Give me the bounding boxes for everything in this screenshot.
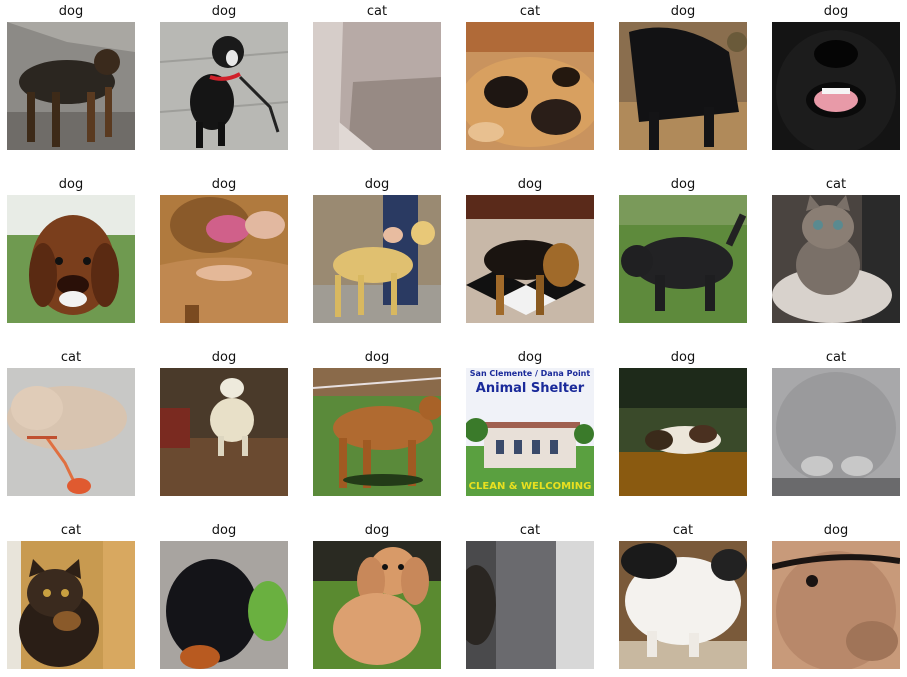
grid-cell-20: dog xyxy=(160,519,288,677)
grid-cell-10: dog xyxy=(466,173,594,331)
grid-cell-15: dog xyxy=(313,346,441,504)
grid-cell-13: cat xyxy=(7,346,135,504)
grid-cell-5: dog xyxy=(619,0,747,158)
image-label: cat xyxy=(825,177,847,192)
white-cat-body-photo xyxy=(619,541,747,669)
image-label: cat xyxy=(825,350,847,365)
pitbull-belly-photo xyxy=(160,195,288,323)
black-lab-face-photo xyxy=(772,22,900,150)
grid-cell-9: dog xyxy=(313,173,441,331)
grid-cell-22: cat xyxy=(466,519,594,677)
sign-line-2: Animal Shelter xyxy=(476,381,585,396)
dog-lying-porch-photo xyxy=(619,368,747,496)
grid-cell-11: dog xyxy=(619,173,747,331)
grid-cell-3: cat xyxy=(313,0,441,158)
animal-shelter-sign-photo: San Clemente / Dana Point Animal Shelter… xyxy=(466,368,594,496)
black-dog-grass-photo xyxy=(619,195,747,323)
boston-terrier-dog-photo xyxy=(160,22,288,150)
rottweiler-mix-dog-photo xyxy=(7,22,135,150)
image-label: dog xyxy=(58,177,84,192)
image-label: dog xyxy=(670,177,696,192)
cat-closeup-pale-photo xyxy=(313,22,441,150)
grid-cell-16: dog San Clemente / Dana Point Animal She… xyxy=(466,346,594,504)
image-label: dog xyxy=(670,350,696,365)
image-label: dog xyxy=(364,350,390,365)
dark-blur-cat-photo xyxy=(466,541,594,669)
shepherd-on-tiles-photo xyxy=(466,195,594,323)
grid-cell-1: dog xyxy=(7,0,135,158)
tan-dog-held-photo xyxy=(313,195,441,323)
grid-cell-14: dog xyxy=(160,346,288,504)
image-label: dog xyxy=(823,523,849,538)
image-label: dog xyxy=(211,523,237,538)
grid-cell-2: dog xyxy=(160,0,288,158)
gray-cat-paws-photo xyxy=(772,368,900,496)
tabby-kitten-photo xyxy=(772,195,900,323)
grid-cell-18: cat xyxy=(772,346,900,504)
image-label: dog xyxy=(211,350,237,365)
black-dog-toy-photo xyxy=(160,541,288,669)
image-label: cat xyxy=(60,350,82,365)
brown-hound-face-photo xyxy=(7,195,135,323)
image-label: cat xyxy=(366,4,388,19)
grid-cell-24: dog xyxy=(772,519,900,677)
calico-cat-fur-photo xyxy=(466,22,594,150)
grid-cell-12: cat xyxy=(772,173,900,331)
black-dog-leaves-photo xyxy=(619,22,747,150)
grid-cell-6: dog xyxy=(772,0,900,158)
grid-cell-17: dog xyxy=(619,346,747,504)
brown-dog-grass-photo xyxy=(313,368,441,496)
image-label: cat xyxy=(60,523,82,538)
image-label: dog xyxy=(211,177,237,192)
image-label: cat xyxy=(519,523,541,538)
sign-line-1: San Clemente / Dana Point xyxy=(470,369,591,378)
image-label: dog xyxy=(211,4,237,19)
grid-cell-8: dog xyxy=(160,173,288,331)
cream-cat-lying-photo xyxy=(7,368,135,496)
image-label: dog xyxy=(364,523,390,538)
grid-cell-23: cat xyxy=(619,519,747,677)
image-label: cat xyxy=(519,4,541,19)
grid-cell-21: dog xyxy=(313,519,441,677)
image-label: cat xyxy=(672,523,694,538)
grid-cell-19: cat xyxy=(7,519,135,677)
image-label: dog xyxy=(364,177,390,192)
pug-collar-closeup-photo xyxy=(772,541,900,669)
white-terrier-indoors-photo xyxy=(160,368,288,496)
tortoiseshell-cat-photo xyxy=(7,541,135,669)
cocker-spaniel-photo xyxy=(313,541,441,669)
grid-cell-4: cat xyxy=(466,0,594,158)
image-label: dog xyxy=(58,4,84,19)
grid-cell-7: dog xyxy=(7,173,135,331)
image-label: dog xyxy=(517,350,543,365)
image-label: dog xyxy=(823,4,849,19)
image-label: dog xyxy=(670,4,696,19)
image-label: dog xyxy=(517,177,543,192)
sign-line-3: CLEAN & WELCOMING xyxy=(469,481,592,492)
